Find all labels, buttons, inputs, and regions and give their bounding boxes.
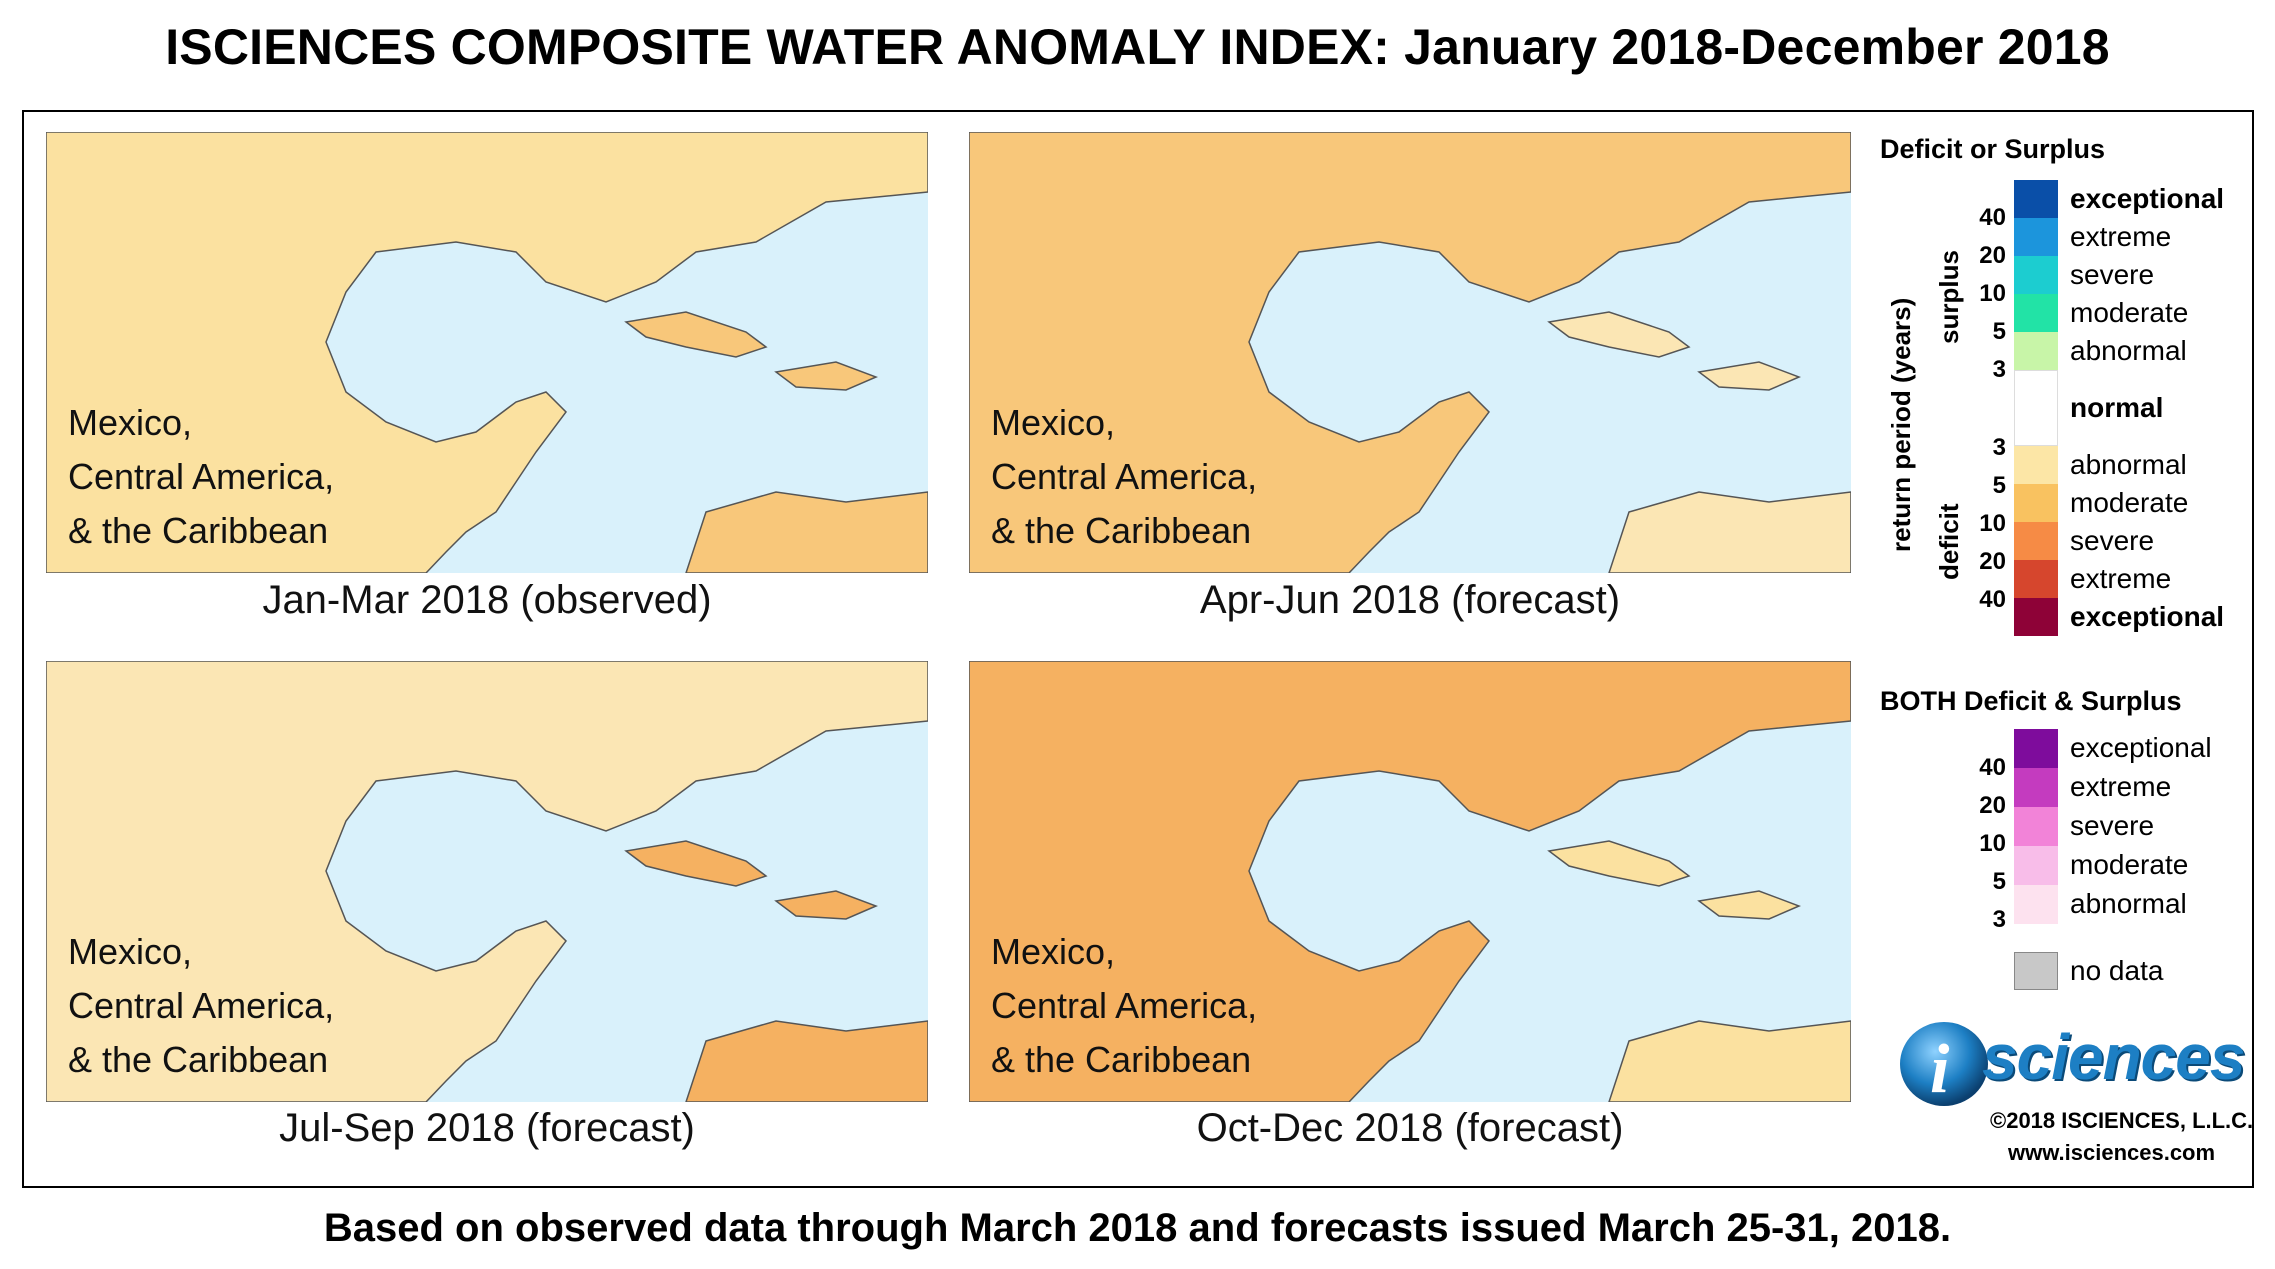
label-both-severe: severe xyxy=(2070,810,2155,841)
swatch-surplus-exceptional xyxy=(2014,180,2058,218)
map-jan-mar: Mexico, Central America, & the Caribbean xyxy=(46,132,928,573)
swatch-deficit-abnormal xyxy=(2014,446,2058,484)
label-surplus-exceptional: exceptional xyxy=(2070,183,2225,214)
map-region-label: Mexico, Central America, & the Caribbean xyxy=(68,402,335,551)
label-surplus-severe: severe xyxy=(2070,259,2155,290)
map-caption-jul-sep: Jul-Sep 2018 (forecast) xyxy=(279,1106,695,1150)
svg-text:i: i xyxy=(1930,1031,1950,1108)
label-no-data: no data xyxy=(2070,955,2164,986)
mainland-region xyxy=(969,661,1851,1102)
page-title: ISCIENCES COMPOSITE WATER ANOMALY INDEX:… xyxy=(165,19,2110,75)
mainland-region xyxy=(46,132,928,573)
island-region xyxy=(1608,491,1851,573)
label-both-exceptional: exceptional xyxy=(2070,732,2212,763)
island-region xyxy=(685,491,928,573)
swatch-deficit-severe xyxy=(2014,522,2058,560)
num-surplus-40: 40 xyxy=(1979,204,2006,231)
mainland-region xyxy=(969,132,1851,573)
legend-deficit-label: deficit xyxy=(1934,503,1964,580)
num-both-10: 10 xyxy=(1979,830,2006,857)
num-surplus-10: 10 xyxy=(1979,280,2006,307)
swatch-both-severe xyxy=(2014,807,2058,846)
map-canvas xyxy=(46,661,928,1102)
swatch-deficit-extreme xyxy=(2014,560,2058,598)
map-region-label: Mexico, Central America, & the Caribbean xyxy=(991,402,1258,551)
label-both-abnormal: abnormal xyxy=(2070,888,2187,919)
num-surplus-5: 5 xyxy=(1992,318,2006,345)
map-oct-dec: Mexico, Central America, & the Caribbean xyxy=(969,661,1851,1102)
num-deficit-5: 5 xyxy=(1992,472,2006,499)
swatch-both-extreme xyxy=(2014,768,2058,807)
swatch-no-data xyxy=(2014,952,2058,990)
island-region xyxy=(1697,361,1802,391)
swatch-both-abnormal xyxy=(2014,885,2058,924)
map-canvas xyxy=(969,661,1851,1102)
island-region xyxy=(685,1020,928,1102)
label-both-extreme: extreme xyxy=(2070,771,2172,802)
num-both-3: 3 xyxy=(1992,906,2006,933)
island-region xyxy=(624,311,768,358)
num-both-20: 20 xyxy=(1979,792,2006,819)
map-region-label: Mexico, Central America, & the Caribbean xyxy=(991,931,1258,1080)
num-surplus-3: 3 xyxy=(1992,356,2006,383)
swatch-surplus-moderate xyxy=(2014,294,2058,332)
map-caption-oct-dec: Oct-Dec 2018 (forecast) xyxy=(1196,1106,1624,1150)
map-caption-jan-mar: Jan-Mar 2018 (observed) xyxy=(262,578,712,622)
label-surplus-abnormal: abnormal xyxy=(2070,335,2187,366)
figure-frame xyxy=(22,110,2254,1188)
label-deficit-moderate: moderate xyxy=(2070,487,2189,518)
mainland-region xyxy=(46,661,928,1102)
logo-wordmark: sciences xyxy=(1982,1021,2245,1093)
swatch-surplus-abnormal xyxy=(2014,332,2058,370)
label-normal: normal xyxy=(2070,392,2164,423)
isciences-logo: i sciences xyxy=(1894,1012,2245,1112)
swatch-surplus-severe xyxy=(2014,256,2058,294)
swatch-normal xyxy=(2014,370,2058,446)
island-region xyxy=(1547,840,1691,887)
logo-globe-icon: i xyxy=(1900,1022,1988,1108)
page-footer: Based on observed data through March 201… xyxy=(323,1206,1952,1250)
island-region xyxy=(1547,311,1691,358)
copyright: ©2018 ISCIENCES, L.L.C. xyxy=(1990,1108,2254,1133)
label-surplus-extreme: extreme xyxy=(2070,221,2172,252)
swatch-surplus-extreme xyxy=(2014,218,2058,256)
legend-heading-deficit-surplus: Deficit or Surplus xyxy=(1880,134,2106,164)
island-region xyxy=(1697,890,1802,920)
label-surplus-moderate: moderate xyxy=(2070,297,2189,328)
num-deficit-10: 10 xyxy=(1979,510,2006,537)
legend-surplus-label: surplus xyxy=(1934,250,1964,344)
island-region xyxy=(1608,1020,1851,1102)
map-caption-apr-jun: Apr-Jun 2018 (forecast) xyxy=(1199,578,1621,622)
swatch-deficit-moderate xyxy=(2014,484,2058,522)
num-both-40: 40 xyxy=(1979,754,2006,781)
map-canvas xyxy=(46,132,928,573)
website[interactable]: www.isciences.com xyxy=(2008,1140,2216,1165)
num-deficit-40: 40 xyxy=(1979,586,2006,613)
label-both-moderate: moderate xyxy=(2070,849,2189,880)
legend-axis-label: return period (years) xyxy=(1886,297,1916,552)
label-deficit-extreme: extreme xyxy=(2070,563,2172,594)
num-deficit-20: 20 xyxy=(1979,548,2006,575)
num-deficit-3: 3 xyxy=(1992,434,2006,461)
swatch-both-exceptional xyxy=(2014,729,2058,768)
island-region xyxy=(624,840,768,887)
num-surplus-20: 20 xyxy=(1979,242,2006,269)
map-jul-sep: Mexico, Central America, & the Caribbean xyxy=(46,661,928,1102)
island-region xyxy=(774,890,879,920)
map-canvas xyxy=(969,132,1851,573)
label-deficit-exceptional: exceptional xyxy=(2070,601,2225,632)
map-region-label: Mexico, Central America, & the Caribbean xyxy=(68,931,335,1080)
map-apr-jun: Mexico, Central America, & the Caribbean xyxy=(969,132,1851,573)
swatch-deficit-exceptional xyxy=(2014,598,2058,636)
num-both-5: 5 xyxy=(1992,868,2006,895)
label-deficit-severe: severe xyxy=(2070,525,2155,556)
legend-heading-both: BOTH Deficit & Surplus xyxy=(1880,686,2182,716)
label-deficit-abnormal: abnormal xyxy=(2070,449,2187,480)
island-region xyxy=(774,361,879,391)
swatch-both-moderate xyxy=(2014,846,2058,885)
